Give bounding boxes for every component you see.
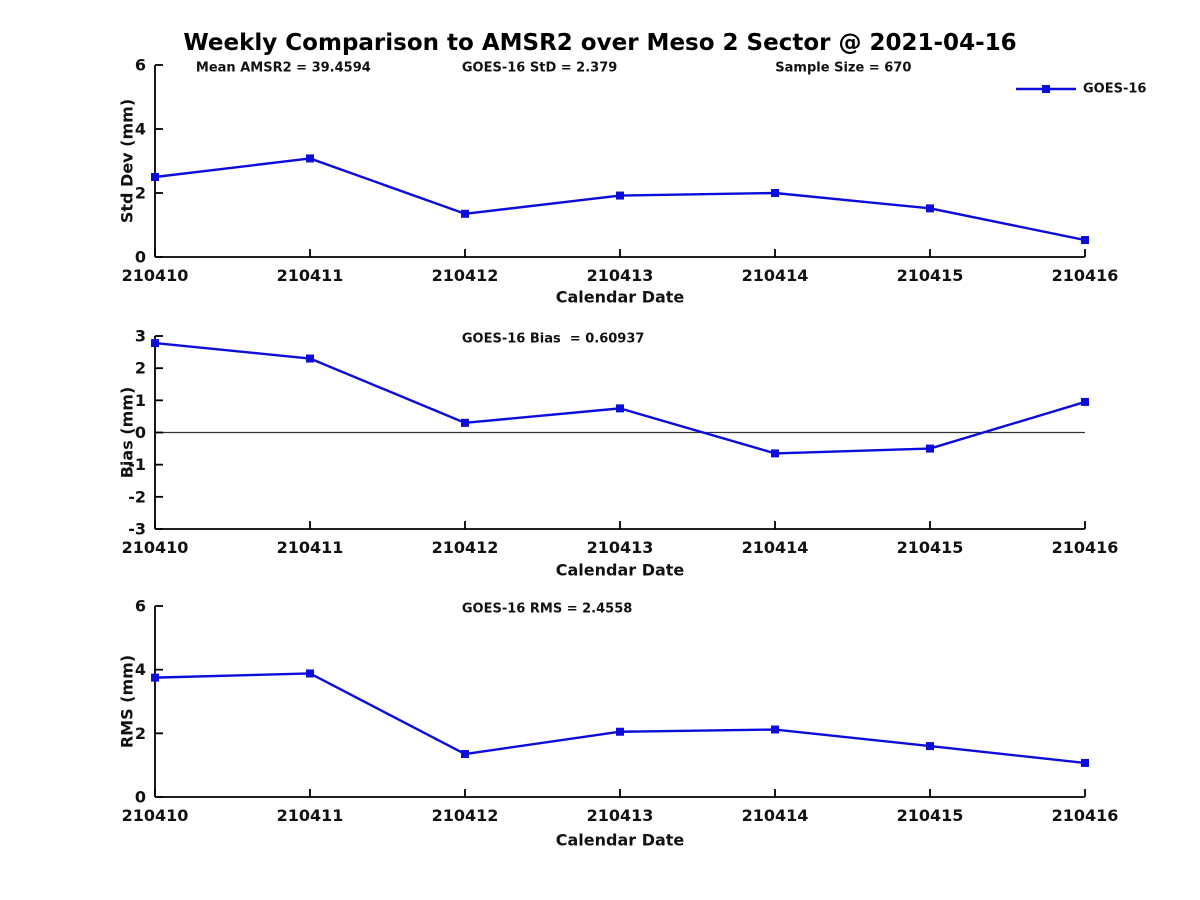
x-tick-label: 210413 (587, 266, 654, 285)
x-tick-label: 210411 (277, 806, 344, 825)
y-tick-label: 0 (135, 788, 146, 807)
x-tick-label: 210410 (122, 538, 189, 557)
stat-annotation: Mean AMSR2 = 39.4594 (196, 61, 371, 76)
y-axis-label: Std Dev (mm) (118, 99, 137, 223)
data-point-marker (926, 742, 934, 751)
x-tick-label: 210413 (587, 538, 654, 557)
x-tick-label: 210410 (122, 266, 189, 285)
x-tick-label: 210410 (122, 806, 189, 825)
y-tick-label: -2 (128, 487, 146, 506)
x-tick-label: 210414 (742, 266, 809, 285)
y-tick-label: 6 (135, 597, 146, 616)
data-point-marker (151, 339, 159, 348)
y-tick-label: 0 (135, 248, 146, 267)
data-point-marker (616, 404, 624, 413)
y-tick-label: -3 (128, 520, 146, 539)
stat-annotation: GOES-16 Bias = 0.60937 (462, 332, 645, 347)
data-point-marker (151, 673, 159, 682)
data-point-marker (1081, 758, 1089, 767)
x-tick-label: 210415 (897, 806, 964, 825)
data-point-marker (461, 418, 469, 427)
data-point-marker (306, 669, 314, 678)
series-line-goes-16 (154, 672, 1086, 765)
x-axis-label: Calendar Date (556, 561, 685, 580)
y-tick-label: 0 (135, 423, 146, 442)
x-tick-label: 210411 (277, 266, 344, 285)
y-tick-label: -1 (128, 455, 146, 474)
data-point-marker (771, 725, 779, 734)
data-point-marker (926, 444, 934, 453)
x-tick-label: 210414 (742, 538, 809, 557)
x-tick-label: 210416 (1052, 806, 1119, 825)
chart-std-dev: 0 2 4 6 210410 210411 210412 210413 210414 210415… (118, 56, 1147, 307)
data-point-marker (151, 173, 159, 181)
chart-bias: -3 -2 -1 0 1 2 3 210410 210411 210412 210413 210414… (118, 327, 1119, 580)
y-tick-label: 6 (135, 56, 146, 75)
data-point-marker (926, 204, 934, 213)
x-tick-label: 210411 (277, 538, 344, 557)
figure-title: Weekly Comparison to AMSR2 over Meso 2 S… (183, 30, 1017, 56)
x-tick-label: 210415 (897, 266, 964, 285)
data-point-marker (1081, 397, 1089, 406)
data-point-marker (616, 727, 624, 736)
data-point-marker (771, 449, 779, 458)
stat-annotation: GOES-16 StD = 2.379 (462, 61, 617, 76)
y-tick-label: 2 (135, 184, 146, 203)
x-tick-label: 210416 (1052, 538, 1119, 557)
data-point-marker (461, 750, 469, 759)
x-axis-label: Calendar Date (556, 288, 685, 307)
stat-annotation: GOES-16 RMS = 2.4558 (462, 602, 632, 617)
x-tick-label: 210412 (432, 266, 499, 285)
series-line-goes-16 (154, 341, 1086, 455)
x-tick-label: 210414 (742, 806, 809, 825)
chart-rms: 0 2 4 6 210410 210411 210412 210413 210414 210415… (118, 597, 1119, 850)
x-tick-label: 210415 (897, 538, 964, 557)
legend-marker (1042, 85, 1050, 93)
y-tick-label: 3 (135, 327, 146, 346)
data-point-marker (771, 189, 779, 197)
y-axis-label: Bias (mm) (118, 387, 137, 479)
legend-label: GOES-16 (1083, 82, 1146, 97)
x-tick-label: 210412 (432, 806, 499, 825)
y-tick-label: 2 (135, 359, 146, 378)
x-axis-label: Calendar Date (556, 831, 685, 850)
y-tick-label: 2 (135, 724, 146, 743)
data-point-marker (306, 154, 314, 163)
y-tick-label: 1 (135, 391, 146, 410)
y-tick-label: 4 (135, 660, 146, 679)
y-axis-label: RMS (mm) (118, 655, 137, 748)
data-point-marker (1081, 236, 1089, 245)
x-tick-label: 210416 (1052, 266, 1119, 285)
data-point-marker (306, 354, 314, 363)
x-tick-label: 210413 (587, 806, 654, 825)
data-point-marker (616, 191, 624, 200)
data-point-marker (461, 209, 469, 218)
y-tick-label: 4 (135, 120, 146, 139)
legend: GOES-16 (1016, 82, 1146, 97)
x-tick-label: 210412 (432, 538, 499, 557)
stat-annotation: Sample Size = 670 (775, 61, 911, 76)
